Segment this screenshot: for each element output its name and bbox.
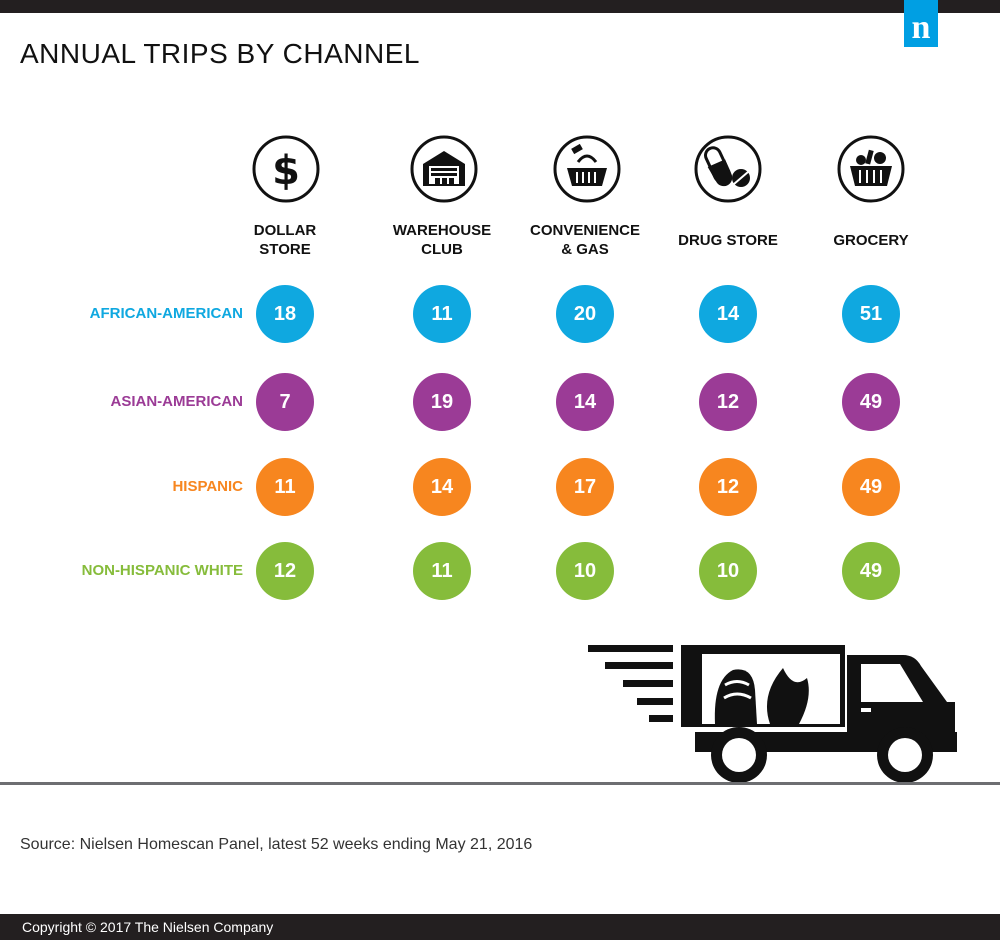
divider	[0, 782, 1000, 785]
column-label: GROCERY	[801, 231, 941, 250]
row-label: ASIAN-AMERICAN	[110, 393, 244, 410]
value-bubble: 11	[413, 542, 471, 600]
value-bubble: 12	[256, 542, 314, 600]
value-bubble: 7	[256, 373, 314, 431]
column-label-line: CONVENIENCE	[529, 222, 641, 239]
column-label: CONVENIENCE & GAS	[515, 221, 655, 259]
top-bar	[0, 0, 1000, 13]
value-bubble: 17	[556, 458, 614, 516]
column-label-line: DRUG STORE	[678, 231, 778, 249]
nielsen-logo: n	[904, 0, 938, 47]
footer-bar: Copyright © 2017 The Nielsen Company	[0, 914, 1000, 940]
value-bubble: 14	[413, 458, 471, 516]
pill-icon	[693, 134, 763, 204]
column-label-line: & GAS	[561, 241, 609, 258]
convenience-basket-icon	[552, 134, 622, 204]
value-bubble: 14	[556, 373, 614, 431]
row-label: AFRICAN-AMERICAN	[89, 305, 243, 322]
row-label: NON-HISPANIC WHITE	[81, 562, 243, 579]
column-label-line: GROCERY	[833, 231, 909, 249]
delivery-truck-icon	[585, 640, 965, 785]
page-title: ANNUAL TRIPS BY CHANNEL	[20, 38, 420, 69]
value-bubble: 18	[256, 285, 314, 343]
warehouse-icon	[409, 134, 479, 204]
value-bubble: 10	[556, 542, 614, 600]
value-bubble: 11	[256, 458, 314, 516]
column-label-line: STORE	[259, 241, 311, 258]
column-label: WAREHOUSE CLUB	[372, 221, 512, 259]
row-label: HISPANIC	[172, 478, 243, 495]
value-bubble: 51	[842, 285, 900, 343]
column-label-line: CLUB	[421, 241, 463, 258]
value-bubble: 14	[699, 285, 757, 343]
column-label: DRUG STORE	[658, 231, 798, 250]
grocery-basket-icon	[836, 134, 906, 204]
svg-text:$: $	[272, 148, 300, 194]
value-bubble: 11	[413, 285, 471, 343]
value-bubble: 12	[699, 373, 757, 431]
column-label-line: WAREHOUSE	[392, 222, 492, 239]
value-bubble: 10	[699, 542, 757, 600]
column-label: DOLLAR STORE	[215, 221, 355, 259]
value-bubble: 49	[842, 542, 900, 600]
value-bubble: 19	[413, 373, 471, 431]
value-bubble: 49	[842, 373, 900, 431]
source-note: Source: Nielsen Homescan Panel, latest 5…	[20, 836, 533, 853]
value-bubble: 12	[699, 458, 757, 516]
value-bubble: 49	[842, 458, 900, 516]
dollar-icon: $	[251, 134, 321, 204]
copyright-text: Copyright © 2017 The Nielsen Company	[22, 919, 274, 935]
value-bubble: 20	[556, 285, 614, 343]
column-label-line: DOLLAR	[253, 222, 317, 239]
